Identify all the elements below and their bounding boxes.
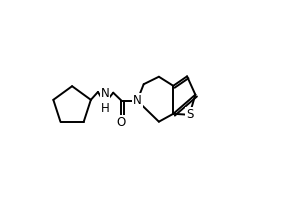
- Text: N: N: [133, 94, 142, 107]
- Text: S: S: [186, 108, 193, 121]
- Text: N
H: N H: [101, 87, 110, 115]
- Text: O: O: [117, 116, 126, 129]
